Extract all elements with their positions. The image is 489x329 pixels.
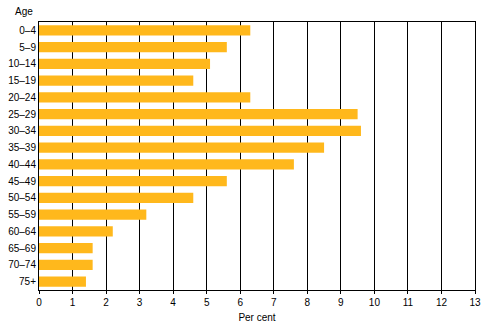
svg-text:9: 9 [338,297,344,308]
svg-text:50–54: 50–54 [8,192,36,203]
svg-text:35–39: 35–39 [8,142,36,153]
svg-text:40–44: 40–44 [8,159,36,170]
svg-text:2: 2 [103,297,109,308]
svg-text:10–14: 10–14 [8,58,36,69]
svg-text:7: 7 [271,297,277,308]
svg-text:12: 12 [436,297,448,308]
svg-text:55–59: 55–59 [8,209,36,220]
svg-text:1: 1 [70,297,76,308]
svg-text:6: 6 [237,297,243,308]
svg-text:20–24: 20–24 [8,92,36,103]
svg-text:Per cent: Per cent [238,312,275,323]
svg-text:5–9: 5–9 [19,42,36,53]
svg-text:65–69: 65–69 [8,243,36,254]
svg-text:5: 5 [204,297,210,308]
svg-text:30–34: 30–34 [8,125,36,136]
svg-text:0: 0 [36,297,42,308]
svg-text:0–4: 0–4 [19,25,36,36]
svg-text:15–19: 15–19 [8,75,36,86]
svg-text:13: 13 [469,297,481,308]
svg-text:10: 10 [369,297,381,308]
svg-text:Age: Age [15,6,33,17]
svg-text:3: 3 [137,297,143,308]
svg-text:4: 4 [170,297,176,308]
svg-text:11: 11 [403,297,414,308]
svg-text:75+: 75+ [19,276,36,287]
svg-text:25–29: 25–29 [8,109,36,120]
svg-text:8: 8 [305,297,311,308]
svg-text:70–74: 70–74 [8,259,36,270]
svg-text:45–49: 45–49 [8,176,36,187]
svg-text:60–64: 60–64 [8,226,36,237]
